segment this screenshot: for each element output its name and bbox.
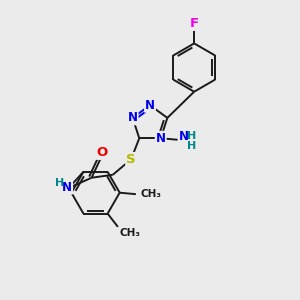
Text: N: N xyxy=(156,132,166,145)
Text: O: O xyxy=(97,146,108,159)
Text: H: H xyxy=(187,141,196,151)
Text: N: N xyxy=(62,181,72,194)
Text: H: H xyxy=(55,178,64,188)
Text: F: F xyxy=(190,17,199,30)
Text: H: H xyxy=(187,131,196,141)
Text: S: S xyxy=(126,153,136,166)
Text: CH₃: CH₃ xyxy=(119,228,140,238)
Text: N: N xyxy=(178,130,188,143)
Text: CH₃: CH₃ xyxy=(140,189,161,199)
Text: N: N xyxy=(128,111,138,124)
Text: N: N xyxy=(145,99,155,112)
